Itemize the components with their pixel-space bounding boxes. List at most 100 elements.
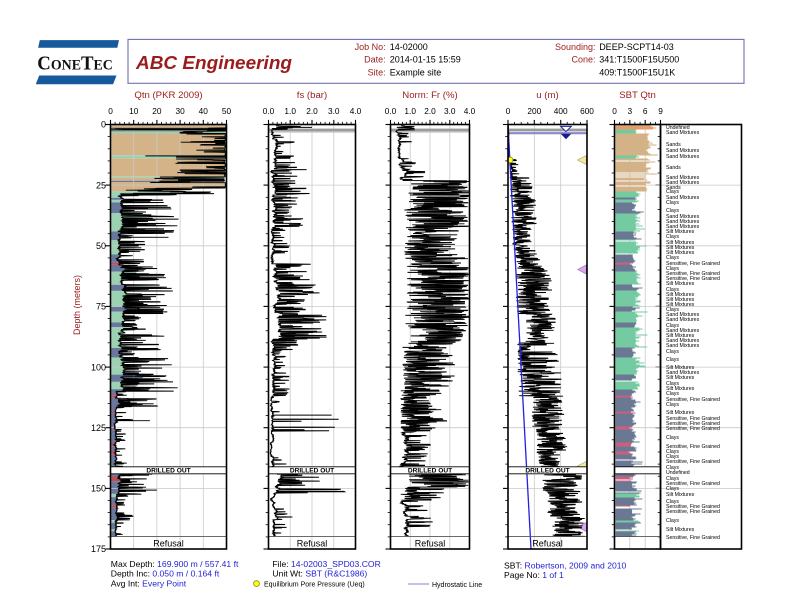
svg-text:Clays: Clays	[666, 381, 679, 387]
svg-text:Depth Inc: 0.050 m / 0.164 ft: Depth Inc: 0.050 m / 0.164 ft	[111, 569, 220, 579]
svg-text:fs (bar): fs (bar)	[297, 90, 327, 101]
svg-text:1.0: 1.0	[284, 106, 296, 116]
svg-text:Sand Mixtures: Sand Mixtures	[666, 370, 700, 376]
svg-text:3.0: 3.0	[328, 106, 340, 116]
svg-text:Sensitive, Fine Grained: Sensitive, Fine Grained	[666, 397, 720, 403]
svg-text:Clays: Clays	[666, 200, 679, 206]
svg-text:175: 175	[91, 544, 106, 554]
svg-text:Date:: Date:	[364, 55, 386, 65]
svg-text:ABC Engineering: ABC Engineering	[135, 53, 292, 73]
svg-text:Sounding:: Sounding:	[555, 42, 596, 52]
svg-text:u (m): u (m)	[536, 90, 558, 101]
svg-text:400: 400	[554, 106, 568, 116]
svg-text:Sand Mixtures: Sand Mixtures	[666, 195, 700, 201]
svg-text:Silt Mixtures: Silt Mixtures	[666, 297, 695, 303]
svg-text:Qtn (PKR 2009): Qtn (PKR 2009)	[134, 90, 202, 101]
svg-text:Silt Mixtures: Silt Mixtures	[666, 250, 695, 256]
svg-text:3: 3	[627, 106, 632, 116]
svg-text:14-02000: 14-02000	[390, 42, 428, 52]
svg-text:200: 200	[527, 106, 541, 116]
svg-text:Clays: Clays	[666, 266, 679, 272]
svg-text:20: 20	[152, 106, 162, 116]
svg-text:50: 50	[96, 241, 106, 251]
svg-text:DRILLED OUT: DRILLED OUT	[408, 468, 452, 475]
svg-text:Sand Mixtures: Sand Mixtures	[666, 328, 700, 334]
svg-text:Clays: Clays	[666, 402, 679, 408]
svg-text:Clays: Clays	[666, 349, 679, 355]
svg-text:10: 10	[129, 106, 139, 116]
svg-text:Clays: Clays	[666, 465, 679, 471]
svg-text:Job No:: Job No:	[355, 42, 386, 52]
svg-text:150: 150	[91, 484, 106, 494]
svg-text:Sensitive, Fine Grained: Sensitive, Fine Grained	[666, 459, 720, 465]
svg-text:Sands: Sands	[666, 142, 681, 148]
svg-text:DRILLED OUT: DRILLED OUT	[525, 468, 569, 475]
svg-text:Sand Mixtures: Sand Mixtures	[666, 317, 700, 323]
svg-text:Site:: Site:	[368, 68, 386, 78]
svg-text:2.0: 2.0	[306, 106, 318, 116]
svg-text:Silt Mixtures: Silt Mixtures	[666, 333, 695, 339]
svg-text:Silt Mixtures: Silt Mixtures	[666, 375, 695, 381]
svg-text:0: 0	[108, 106, 113, 116]
svg-text:Clays: Clays	[666, 454, 679, 460]
svg-text:Sand Mixtures: Sand Mixtures	[666, 148, 700, 154]
svg-text:Sensitive, Fine Grained: Sensitive, Fine Grained	[666, 426, 720, 432]
svg-text:Clays: Clays	[666, 391, 679, 397]
svg-text:SBT: Robertson, 2009 and 2010: SBT: Robertson, 2009 and 2010	[504, 561, 627, 571]
svg-text:DEEP-SCPT14-03: DEEP-SCPT14-03	[599, 42, 674, 52]
svg-text:Clays: Clays	[666, 287, 679, 293]
svg-text:Undefined: Undefined	[666, 470, 690, 476]
svg-text:600: 600	[580, 106, 594, 116]
svg-text:Silt Mixtures: Silt Mixtures	[666, 240, 695, 246]
svg-text:Sand Mixtures: Sand Mixtures	[666, 154, 700, 160]
svg-text:Clays: Clays	[666, 499, 679, 505]
svg-text:25: 25	[96, 180, 106, 190]
svg-text:Silt Mixtures: Silt Mixtures	[666, 410, 695, 416]
svg-text:Clays: Clays	[666, 435, 679, 441]
svg-text:9: 9	[658, 106, 663, 116]
svg-text:100: 100	[91, 362, 106, 372]
svg-text:Clays: Clays	[666, 255, 679, 261]
svg-text:Sensitive, Fine Grained: Sensitive, Fine Grained	[666, 421, 720, 427]
svg-text:Sensitive, Fine Grained: Sensitive, Fine Grained	[666, 261, 720, 267]
svg-text:Max Depth: 169.900 m / 557.41: Max Depth: 169.900 m / 557.41 ft	[111, 559, 239, 569]
svg-text:409:T1500F15U1K: 409:T1500F15U1K	[599, 68, 675, 78]
svg-text:Example site: Example site	[390, 68, 442, 78]
svg-text:Avg Int: Every Point: Avg Int: Every Point	[111, 578, 187, 588]
svg-text:50: 50	[222, 106, 232, 116]
svg-text:Sands: Sands	[666, 165, 681, 171]
svg-text:SBT Qtn: SBT Qtn	[619, 90, 656, 101]
svg-text:Sand Mixtures: Sand Mixtures	[666, 130, 700, 136]
svg-text:341:T1500F15U500: 341:T1500F15U500	[599, 55, 679, 65]
svg-text:Silt Mixtures: Silt Mixtures	[666, 281, 695, 287]
svg-text:Sand Mixtures: Sand Mixtures	[666, 175, 700, 181]
svg-text:CONETEC: CONETEC	[37, 52, 113, 74]
svg-text:Refusal: Refusal	[297, 539, 328, 549]
svg-text:125: 125	[91, 423, 106, 433]
svg-text:Sensitive, Fine Grained: Sensitive, Fine Grained	[666, 535, 720, 541]
svg-text:Clays: Clays	[666, 323, 679, 329]
svg-text:4.0: 4.0	[464, 106, 476, 116]
svg-text:Clays: Clays	[666, 476, 679, 482]
svg-text:Equilibrium Pore Pressure (Ueq: Equilibrium Pore Pressure (Ueq)	[264, 582, 365, 589]
svg-text:Sand Mixtures: Sand Mixtures	[666, 312, 700, 318]
svg-text:Sensitive, Fine Grained: Sensitive, Fine Grained	[666, 271, 720, 277]
svg-text:File: 14-02003_SPD03.COR: File: 14-02003_SPD03.COR	[272, 559, 380, 569]
svg-text:Sensitive, Fine Grained: Sensitive, Fine Grained	[666, 504, 720, 510]
svg-text:Silt Mixtures: Silt Mixtures	[666, 229, 695, 235]
svg-text:Sensitive, Fine Grained: Sensitive, Fine Grained	[666, 444, 720, 450]
svg-text:Undefined: Undefined	[666, 125, 690, 131]
svg-text:Clays: Clays	[666, 307, 679, 313]
svg-text:Silt Mixtures: Silt Mixtures	[666, 365, 695, 371]
svg-text:Unit Wt: SBT (R&C1986): Unit Wt: SBT (R&C1986)	[272, 569, 367, 579]
svg-text:Clays: Clays	[666, 357, 679, 363]
svg-text:Cone:: Cone:	[571, 55, 595, 65]
svg-text:Hydrostatic Line: Hydrostatic Line	[432, 582, 482, 589]
svg-text:Clays: Clays	[666, 234, 679, 240]
svg-text:Silt Mixtures: Silt Mixtures	[666, 527, 695, 533]
svg-text:Sensitive, Fine Grained: Sensitive, Fine Grained	[666, 276, 720, 282]
svg-text:75: 75	[96, 302, 106, 312]
svg-text:0.0: 0.0	[385, 106, 397, 116]
svg-text:Sand Mixtures: Sand Mixtures	[666, 180, 700, 186]
svg-text:30: 30	[175, 106, 185, 116]
